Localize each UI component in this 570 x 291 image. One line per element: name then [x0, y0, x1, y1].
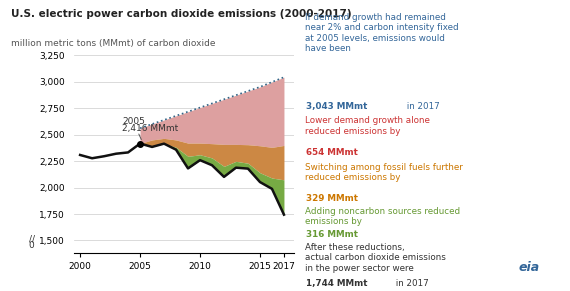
Text: 654 MMmt: 654 MMmt — [306, 148, 358, 157]
Text: U.S. electric power carbon dioxide emissions (2000-2017): U.S. electric power carbon dioxide emiss… — [11, 9, 352, 19]
Text: Switching among fossil fuels further
reduced emissions by: Switching among fossil fuels further red… — [305, 163, 463, 182]
Text: 3,043 MMmt: 3,043 MMmt — [306, 102, 368, 111]
Text: Adding noncarbon sources reduced
emissions by: Adding noncarbon sources reduced emissio… — [305, 207, 460, 226]
Text: in 2017: in 2017 — [404, 102, 439, 111]
Text: 2,416 MMmt: 2,416 MMmt — [122, 124, 178, 132]
Text: //: // — [28, 235, 35, 244]
Text: 2005: 2005 — [122, 117, 145, 126]
Text: 329 MMmt: 329 MMmt — [306, 194, 358, 203]
Text: million metric tons (MMmt) of carbon dioxide: million metric tons (MMmt) of carbon dio… — [11, 39, 216, 48]
Text: in 2017: in 2017 — [393, 279, 429, 288]
Text: eia: eia — [519, 261, 540, 274]
Text: After these reductions,
actual carbon dioxide emissions
in the power sector were: After these reductions, actual carbon di… — [305, 243, 446, 273]
Text: If demand growth had remained
near 2% and carbon intensity fixed
at 2005 levels,: If demand growth had remained near 2% an… — [305, 13, 459, 53]
Text: 0: 0 — [29, 241, 35, 250]
Text: Lower demand growth alone
reduced emissions by: Lower demand growth alone reduced emissi… — [305, 116, 430, 136]
Text: 316 MMmt: 316 MMmt — [306, 230, 358, 239]
Text: 1,744 MMmt: 1,744 MMmt — [306, 279, 368, 288]
